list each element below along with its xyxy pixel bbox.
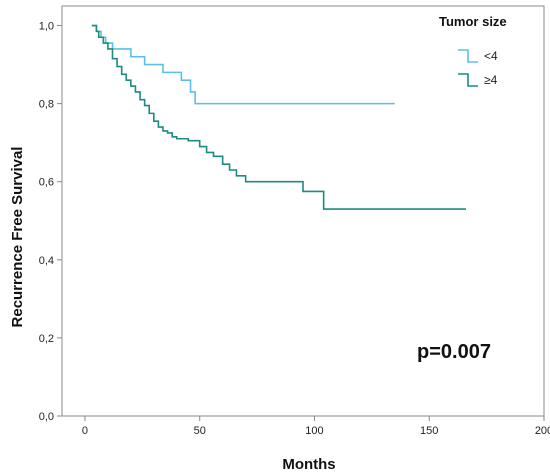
series-layer bbox=[91, 24, 466, 210]
legend-swatch bbox=[458, 49, 478, 63]
y-tick-label: 0,4 bbox=[39, 255, 54, 267]
y-axis-title: Recurrence Free Survival bbox=[9, 147, 26, 328]
y-tick-label: 0,0 bbox=[39, 411, 54, 423]
x-tick-label: 150 bbox=[420, 425, 438, 437]
plot-frame bbox=[61, 5, 545, 417]
y-tick-label: 0,8 bbox=[39, 99, 54, 111]
x-axis-ticks: 0 50 100 150 200 bbox=[82, 416, 550, 437]
plot-area bbox=[61, 5, 545, 417]
x-tick-label: 50 bbox=[194, 425, 206, 437]
y-tick-label: 0,2 bbox=[39, 333, 54, 345]
x-axis-title: Months bbox=[282, 456, 335, 473]
legend: Tumor size <4 ≥4 bbox=[439, 14, 507, 87]
series-line-lt4 bbox=[91, 24, 395, 105]
legend-label: <4 bbox=[484, 49, 498, 63]
series-line-ge4 bbox=[91, 24, 466, 210]
x-tick-label: 200 bbox=[535, 425, 550, 437]
y-tick-label: 1,0 bbox=[39, 21, 54, 33]
y-axis-ticks: 0,0 0,2 0,4 0,6 0,8 1,0 bbox=[39, 21, 62, 423]
legend-title: Tumor size bbox=[439, 14, 507, 29]
x-tick-label: 100 bbox=[305, 425, 323, 437]
legend-label: ≥4 bbox=[484, 73, 498, 87]
legend-items: <4 ≥4 bbox=[458, 49, 498, 87]
p-value-annotation: p=0.007 bbox=[417, 341, 491, 363]
x-tick-label: 0 bbox=[82, 425, 88, 437]
y-tick-label: 0,6 bbox=[39, 177, 54, 189]
legend-swatch bbox=[458, 73, 478, 87]
